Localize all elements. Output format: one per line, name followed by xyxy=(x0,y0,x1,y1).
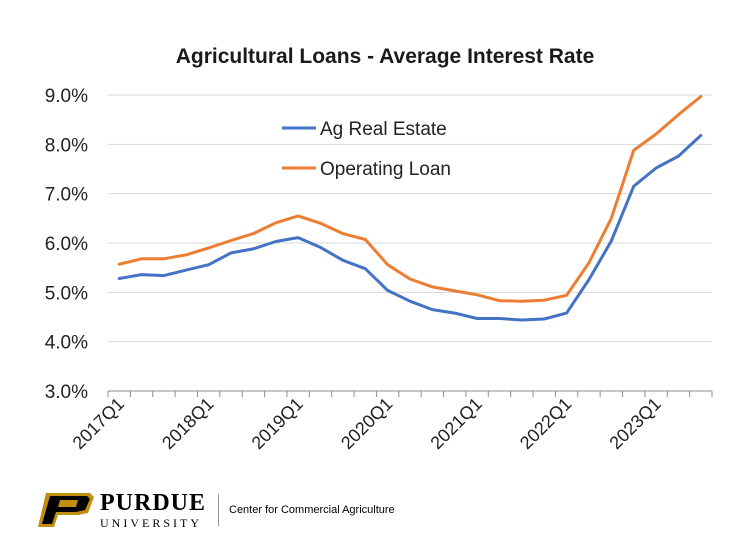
y-tick-label: 8.0% xyxy=(45,135,88,156)
x-tick-label: 2018Q1 xyxy=(158,394,217,453)
center-name: Center for Commercial Agriculture xyxy=(229,504,395,516)
gridlines xyxy=(108,94,712,343)
line-chart: Agricultural Loans - Average Interest Ra… xyxy=(45,45,713,453)
footer-divider xyxy=(218,494,219,526)
legend-label: Operating Loan xyxy=(320,159,451,180)
y-tick-label: 5.0% xyxy=(45,283,88,304)
brand-wordmark: PURDUE UNIVERSITY xyxy=(100,491,206,529)
x-tick-label: 2019Q1 xyxy=(248,394,307,453)
legend: Ag Real Estate Operating Loan xyxy=(282,119,451,180)
x-axis-ticks: 2017Q1 2018Q1 2019Q1 2020Q1 2021Q1 2022Q1 2023… xyxy=(69,391,713,453)
x-tick-label: 2022Q1 xyxy=(516,394,575,453)
chart-title: Agricultural Loans - Average Interest Ra… xyxy=(176,45,595,68)
x-tick-label: 2023Q1 xyxy=(605,394,664,453)
series-line-ag-real-estate xyxy=(117,134,703,322)
y-tick-label: 7.0% xyxy=(45,185,88,206)
y-tick-label: 6.0% xyxy=(45,234,88,255)
legend-label: Ag Real Estate xyxy=(320,119,447,140)
x-tick-label: 2021Q1 xyxy=(426,394,485,453)
purdue-p-logo-icon xyxy=(38,493,94,527)
series-lines xyxy=(117,95,703,322)
y-axis-ticks: 3.0% 4.0% 5.0% 6.0% 7.0% 8.0% 9.0% xyxy=(45,86,88,403)
series-line-operating-loan xyxy=(117,95,703,303)
y-tick-label: 3.0% xyxy=(45,382,88,403)
brand-subtitle: UNIVERSITY xyxy=(100,516,202,530)
y-tick-label: 4.0% xyxy=(45,333,88,354)
x-tick-label: 2020Q1 xyxy=(337,394,396,453)
footer: PURDUE UNIVERSITY Center for Commercial … xyxy=(38,490,395,530)
brand-name: PURDUE xyxy=(100,490,206,516)
y-tick-label: 9.0% xyxy=(45,86,88,107)
